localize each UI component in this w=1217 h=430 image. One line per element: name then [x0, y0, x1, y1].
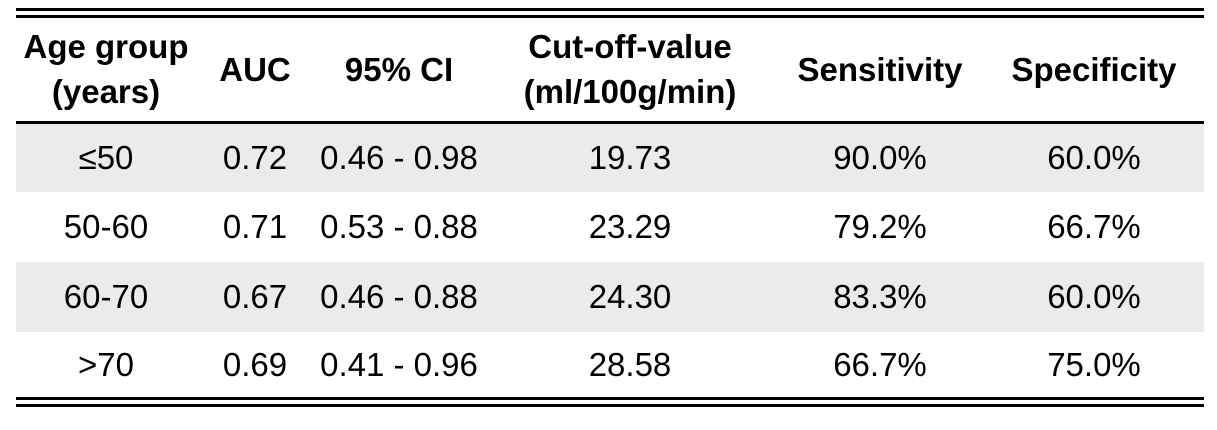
auc-cell: 0.69 — [222, 345, 288, 383]
header-cutoff-line2: (ml/100g/min) — [523, 73, 737, 111]
age-group-cell: 60-70 — [63, 278, 149, 315]
specificity-cell: 60.0% — [1047, 278, 1141, 315]
sensitivity-cell: 66.7% — [833, 345, 927, 383]
sensitivity-cell: 79.2% — [833, 208, 927, 245]
column-header-specificity: Specificity — [984, 13, 1204, 124]
sensitivity-cell: 90.0% — [833, 138, 927, 176]
age-group-cell: >70 — [78, 345, 134, 383]
cutoff-cell: 24.30 — [588, 278, 672, 315]
auc-cell: 0.67 — [222, 278, 288, 315]
ci-cell: 0.41 - 0.96 — [320, 345, 478, 383]
table-row: ≤50 0.72 0.46 - 0.98 19.73 90.0% 60.0% — [16, 122, 1204, 192]
column-header-95ci: 95% CI — [314, 13, 484, 124]
header-age-group-line1: Age group — [23, 28, 189, 66]
specificity-cell: 60.0% — [1047, 138, 1141, 176]
roc-results-table: Age group (years) AUC 95% CI Cut-off-val… — [16, 8, 1204, 407]
header-sensitivity-line1: Sensitivity — [797, 50, 963, 88]
header-specificity-line1: Specificity — [1011, 50, 1177, 88]
header-cutoff-line1: Cut-off-value — [528, 28, 732, 66]
age-group-cell: ≤50 — [78, 138, 134, 176]
table-row: 60-70 0.67 0.46 - 0.88 24.30 83.3% 60.0% — [16, 262, 1204, 332]
header-auc-line1: AUC — [219, 50, 291, 88]
table-row: >70 0.69 0.41 - 0.96 28.58 66.7% 75.0% — [16, 332, 1204, 402]
header-row: Age group (years) AUC 95% CI Cut-off-val… — [16, 13, 1204, 124]
specificity-cell: 75.0% — [1047, 345, 1141, 383]
column-header-age-group: Age group (years) — [16, 13, 196, 124]
ci-cell: 0.46 - 0.88 — [320, 278, 478, 315]
table-row: 50-60 0.71 0.53 - 0.88 23.29 79.2% 66.7% — [16, 192, 1204, 262]
cutoff-cell: 19.73 — [588, 138, 672, 176]
cutoff-cell: 28.58 — [588, 345, 672, 383]
specificity-cell: 66.7% — [1047, 208, 1141, 245]
header-age-group-line2: (years) — [51, 73, 161, 111]
column-header-sensitivity: Sensitivity — [776, 13, 984, 124]
ci-cell: 0.46 - 0.98 — [320, 138, 478, 176]
column-header-cutoff: Cut-off-value (ml/100g/min) — [484, 13, 776, 124]
ci-cell: 0.53 - 0.88 — [320, 208, 478, 245]
cutoff-cell: 23.29 — [588, 208, 672, 245]
header-95ci-line1: 95% CI — [344, 50, 454, 88]
auc-cell: 0.72 — [222, 138, 288, 176]
column-header-auc: AUC — [196, 13, 314, 124]
sensitivity-cell: 83.3% — [833, 278, 927, 315]
age-group-cell: 50-60 — [63, 208, 149, 245]
auc-cell: 0.71 — [222, 208, 288, 245]
